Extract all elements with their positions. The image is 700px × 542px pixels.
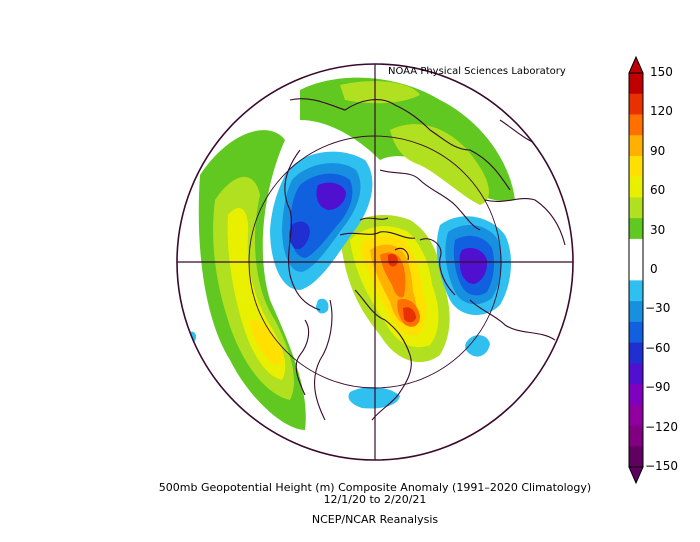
colorbar-top-arrow xyxy=(628,55,644,74)
colorbar-segment xyxy=(629,321,643,344)
coastlines xyxy=(284,98,566,421)
colorbar-tick-label: 120 xyxy=(650,104,673,119)
colorbar-segment xyxy=(629,301,643,323)
colorbar-segment xyxy=(629,155,643,178)
colorbar-tick-label: 0 xyxy=(650,262,658,276)
colorbar xyxy=(628,55,644,485)
colorbar-segment xyxy=(629,238,643,261)
colorbar-tick-label: −90 xyxy=(645,380,671,395)
colorbar-tick-label: 150 xyxy=(650,65,673,79)
colorbar-segment xyxy=(629,363,643,385)
colorbar-tick-label: −120 xyxy=(645,419,678,434)
caption-title: 500mb Geopotential Height (m) Composite … xyxy=(158,481,592,494)
colorbar-tick-label: −60 xyxy=(645,340,671,355)
caption-dates: 12/1/20 to 2/20/21 xyxy=(323,493,427,506)
colorbar-tick-label: 30 xyxy=(650,222,666,237)
caption-source: NCEP/NCAR Reanalysis xyxy=(311,513,439,526)
colorbar-segment xyxy=(629,73,643,95)
colorbar-tick-label: 60 xyxy=(650,183,666,198)
colorbar-segment xyxy=(629,218,643,240)
colorbar-segment xyxy=(629,446,643,468)
colorbar-segment xyxy=(629,114,643,136)
colorbar-segment xyxy=(629,280,643,302)
colorbar-segment xyxy=(629,197,643,219)
colorbar-tick-label: 90 xyxy=(650,143,666,158)
colorbar-tick-label: −150 xyxy=(645,459,678,473)
colorbar-tick-label: −30 xyxy=(645,301,671,316)
colorbar-segment xyxy=(629,425,643,447)
colorbar-segment xyxy=(629,259,643,281)
colorbar-bottom-arrow xyxy=(628,466,644,485)
colorbar-segment xyxy=(629,404,643,427)
map-boundary xyxy=(176,63,574,461)
colorbar-segment xyxy=(629,93,643,115)
latitude-circle xyxy=(248,135,502,389)
colorbar-segment xyxy=(629,384,643,406)
colorbar-segment xyxy=(629,176,643,198)
colorbar-segment xyxy=(629,135,643,157)
credit-text: NOAA Physical Sciences Laboratory xyxy=(388,66,566,77)
anomaly-field xyxy=(189,77,515,431)
colorbar-segment xyxy=(629,342,643,364)
